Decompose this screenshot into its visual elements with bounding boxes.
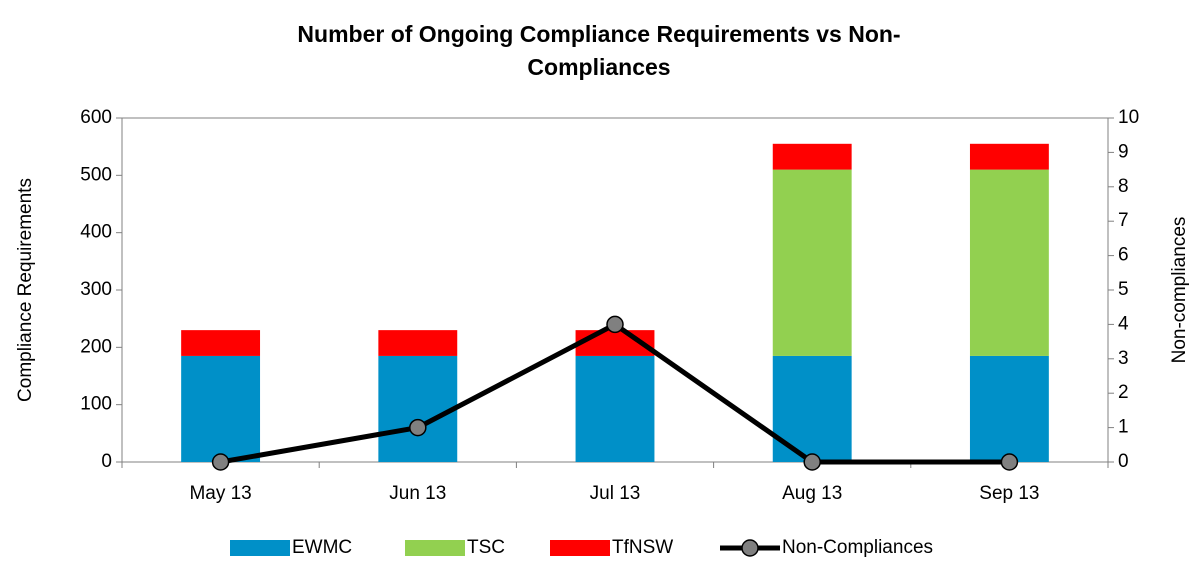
legend-swatch [230, 540, 290, 556]
bar [181, 355, 261, 462]
y2-tick-label: 10 [1118, 107, 1139, 128]
bar [181, 330, 261, 356]
bar [378, 330, 458, 356]
y2-tick-label: 6 [1118, 245, 1129, 266]
y2-tick-label: 2 [1118, 382, 1129, 403]
x-tick-label: Sep 13 [979, 483, 1039, 504]
y2-tick-label: 3 [1118, 348, 1129, 369]
bar [378, 355, 458, 462]
y2-tick-label: 7 [1118, 210, 1129, 231]
y2-axis-label: Non-compliances [1169, 217, 1190, 364]
y2-tick-label: 9 [1118, 141, 1129, 162]
line-marker [409, 418, 427, 437]
legend-marker [741, 539, 759, 557]
line-marker [1000, 453, 1019, 471]
legend-swatch [405, 540, 465, 556]
y2-tick-label: 1 [1118, 417, 1129, 438]
legend-label: Non-Compliances [782, 537, 933, 558]
bar [969, 169, 1049, 356]
bar [772, 143, 852, 170]
bar [969, 355, 1049, 462]
y2-tick-label: 4 [1118, 313, 1129, 334]
x-tick-label: Jul 13 [590, 483, 641, 504]
x-tick-label: May 13 [189, 483, 251, 504]
x-tick-label: Jun 13 [389, 483, 446, 504]
y-tick-label: 0 [101, 451, 112, 472]
y-tick-label: 400 [80, 222, 112, 243]
y-tick-label: 200 [80, 336, 112, 357]
bar [772, 355, 852, 462]
chart-title: Number of Ongoing Compliance Requirement… [297, 21, 901, 80]
x-tick-label: Aug 13 [782, 483, 842, 504]
bar [969, 143, 1049, 170]
y2-tick-label: 0 [1118, 451, 1129, 472]
y-tick-label: 600 [80, 107, 112, 128]
bar [772, 169, 852, 356]
line-marker [211, 453, 230, 471]
y-tick-label: 100 [80, 394, 112, 415]
bar [575, 355, 655, 462]
legend-label: TfNSW [612, 537, 673, 558]
legend-label: TSC [467, 537, 505, 558]
legend-label: EWMC [292, 537, 352, 558]
y-tick-label: 500 [80, 164, 112, 185]
line-marker [803, 453, 821, 471]
legend-swatch [550, 540, 610, 556]
y-tick-label: 300 [80, 279, 112, 300]
y-axis-label: Compliance Requirements [15, 178, 36, 402]
y2-tick-label: 8 [1118, 176, 1129, 197]
y2-tick-label: 5 [1118, 279, 1129, 300]
line-marker [606, 315, 624, 334]
